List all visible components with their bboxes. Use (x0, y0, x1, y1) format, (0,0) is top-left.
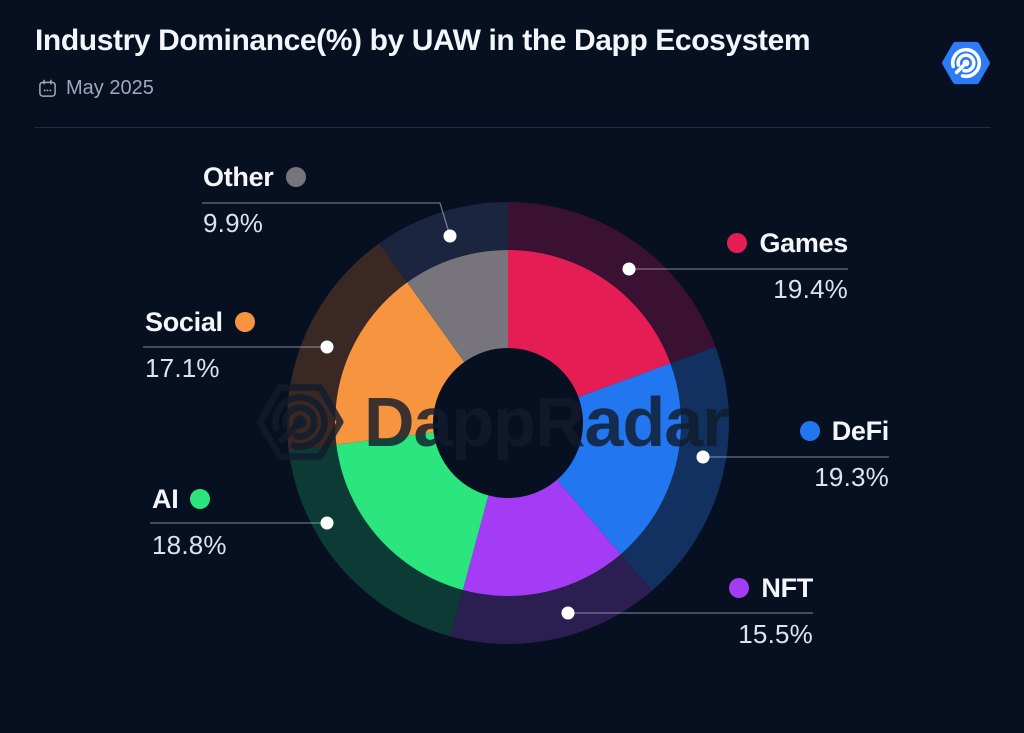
legend-label: Social (145, 307, 223, 337)
legend-item-other[interactable]: Other 9.9% (203, 161, 306, 238)
legend-title-games: Games (727, 227, 848, 259)
legend-label: Other (203, 162, 274, 192)
legend-dot-ai (190, 489, 211, 509)
legend-title-social: Social (145, 306, 255, 338)
legend-label: Games (759, 228, 848, 258)
legend-value-defi: 19.3% (814, 462, 889, 492)
legend-dot-nft (729, 578, 750, 598)
slice-social[interactable] (335, 282, 465, 445)
legend-label: AI (152, 484, 179, 514)
leader-line-other (202, 202, 451, 237)
leader-dot-defi (696, 450, 710, 464)
legend-label: NFT (761, 573, 813, 603)
slice-ai[interactable] (336, 432, 489, 591)
date-label: May 2025 (66, 77, 154, 99)
legend-item-nft[interactable]: NFT 15.5% (729, 572, 813, 649)
halo-ai (288, 444, 463, 637)
dappradar-logo (942, 41, 990, 85)
halo-other (379, 202, 508, 283)
legend-value-nft: 15.5% (738, 619, 813, 649)
legend-dot-games (727, 233, 748, 253)
halo-defi (620, 346, 729, 591)
slice-other[interactable] (407, 250, 508, 363)
legend-title-defi: DeFi (799, 415, 890, 447)
page-title: Industry Dominance(%) by UAW in the Dapp… (35, 24, 811, 57)
legend-dot-defi (799, 421, 820, 441)
halo-nft (450, 554, 653, 644)
leader-dot-games (622, 262, 636, 276)
header-divider (35, 127, 991, 128)
leader-dot-nft (561, 606, 575, 620)
calendar-icon (39, 79, 56, 97)
legend-title-other: Other (203, 161, 306, 193)
legend-label: DeFi (831, 416, 890, 446)
legend-value-other: 9.9% (203, 208, 264, 238)
legend-dot-social (234, 312, 255, 332)
leader-dot-other (443, 229, 457, 243)
halo-games (508, 202, 716, 364)
slice-defi[interactable] (556, 363, 681, 555)
leader-dot-ai (320, 516, 334, 530)
legend-item-defi[interactable]: DeFi 19.3% (799, 415, 890, 492)
legend-item-games[interactable]: Games 19.4% (727, 227, 848, 304)
slice-games[interactable] (508, 250, 671, 398)
legend-title-nft: NFT (729, 572, 813, 604)
legend-title-ai: AI (152, 483, 211, 515)
slice-nft[interactable] (462, 479, 621, 597)
leader-dot-social (320, 340, 334, 354)
date-row: May 2025 (38, 77, 154, 100)
legend-value-social: 17.1% (145, 353, 220, 383)
legend-dot-other (285, 167, 306, 187)
legend-item-social[interactable]: Social 17.1% (145, 306, 255, 383)
legend-item-ai[interactable]: AI 18.8% (152, 483, 227, 560)
legend-value-games: 19.4% (773, 274, 848, 304)
legend-value-ai: 18.8% (152, 530, 227, 560)
